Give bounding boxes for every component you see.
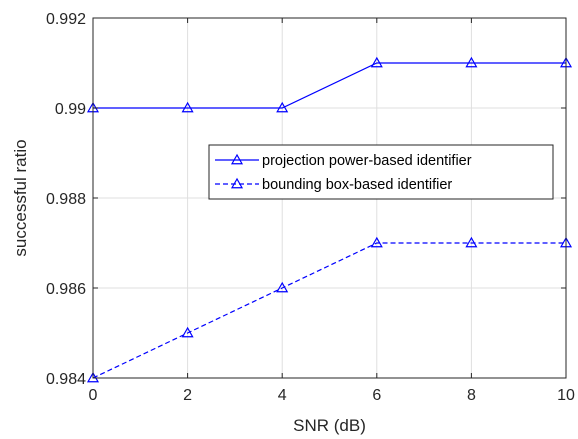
y-tick-label: 0.988: [46, 191, 86, 208]
series-1: [86, 56, 573, 113]
legend-marker: [230, 153, 244, 165]
legend-box: [208, 144, 554, 200]
x-tick-label: 4: [278, 387, 287, 404]
data-point: [181, 101, 194, 113]
x-tick-labels: 0 2 4 6 8 10: [89, 387, 575, 404]
x-tick-label: 6: [372, 387, 381, 404]
legend-entry-label: bounding box-based identifier: [262, 177, 452, 193]
y-tick-label: 0.986: [46, 281, 86, 298]
series-layer: [86, 56, 573, 383]
series-line: [93, 62, 566, 109]
data-point: [370, 56, 383, 68]
x-tick-label: 10: [557, 387, 575, 404]
data-point: [370, 236, 383, 248]
legend-marker: [230, 177, 244, 189]
y-axis-label: successful ratio: [11, 139, 30, 256]
data-point: [276, 101, 289, 113]
series-2: [86, 236, 573, 383]
legend-entry-label: projection power-based identifier: [262, 153, 472, 169]
y-tick-label: 0.992: [46, 11, 86, 28]
x-tick-label: 2: [183, 387, 192, 404]
legend: projection power-based identifier boundin…: [208, 144, 554, 200]
data-point: [181, 326, 194, 338]
data-point: [465, 236, 478, 248]
data-point: [465, 56, 478, 68]
data-point: [276, 281, 289, 293]
data-point: [86, 371, 100, 383]
tick-marks: [92, 17, 567, 379]
x-tick-label: 0: [89, 387, 98, 404]
y-tick-labels: 0.984 0.986 0.988 0.99 0.992: [46, 11, 86, 388]
x-axis-label: SNR (dB): [293, 416, 366, 435]
y-tick-label: 0.984: [46, 371, 86, 388]
y-tick-label: 0.99: [55, 101, 86, 118]
x-tick-label: 8: [467, 387, 476, 404]
series-line: [92, 242, 566, 379]
